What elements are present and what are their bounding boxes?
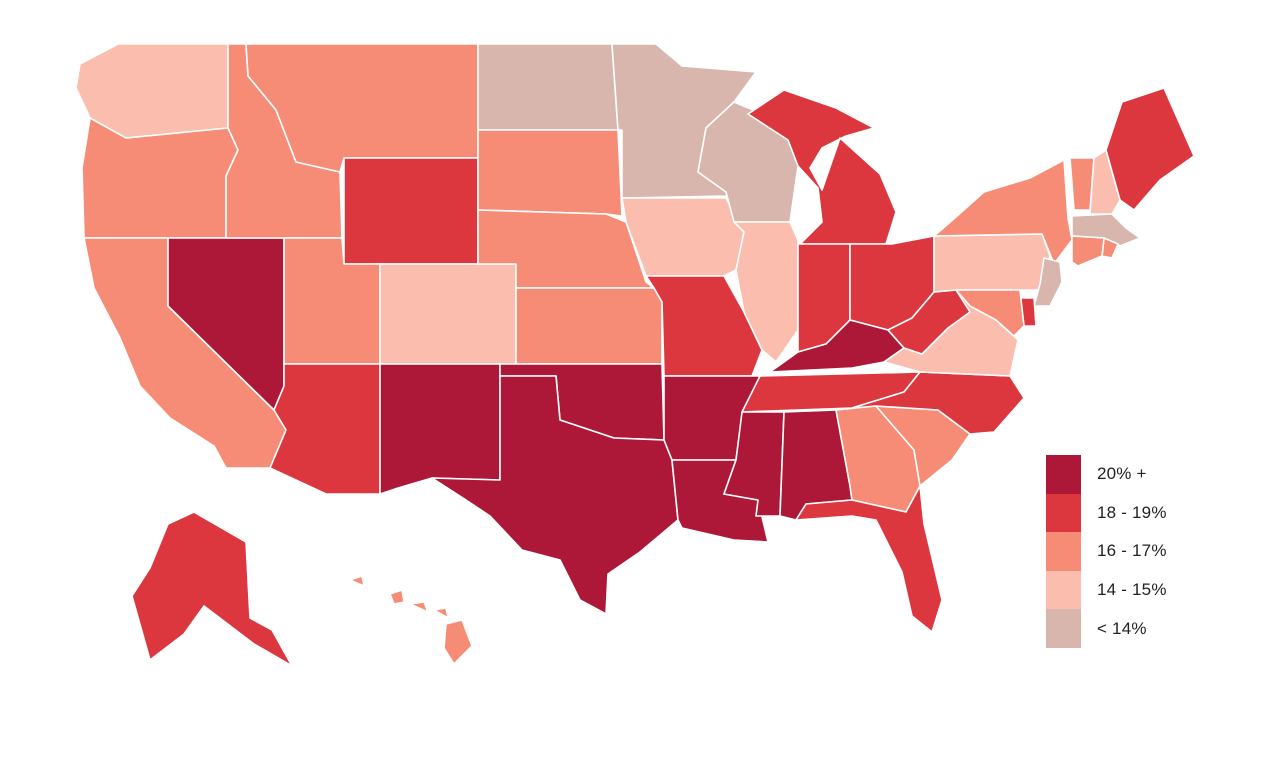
legend-item-18-19: 18 - 19% (1046, 493, 1226, 533)
state-maine[interactable] (1105, 87, 1195, 211)
legend-swatch (1046, 570, 1081, 610)
states-layer (75, 43, 1195, 667)
legend-swatch (1046, 532, 1081, 571)
legend-label: < 14% (1097, 618, 1147, 638)
state-oregon[interactable] (81, 117, 239, 239)
state-north-carolina[interactable] (851, 371, 1025, 435)
state-west-virginia[interactable] (887, 289, 971, 355)
state-wyoming[interactable] (343, 157, 479, 265)
state-kansas[interactable] (515, 287, 663, 365)
legend-item-14-15: 14 - 15% (1046, 570, 1226, 610)
legend-label: 20% + (1097, 464, 1147, 484)
legend-label: 14 - 15% (1097, 580, 1167, 600)
state-michigan[interactable] (747, 89, 897, 245)
legend-swatch (1046, 609, 1081, 648)
state-south-dakota[interactable] (477, 129, 623, 217)
legend: 20% + 18 - 19% 16 - 17% 14 - 15% < 14% (1046, 455, 1226, 648)
state-wisconsin[interactable] (697, 101, 799, 223)
legend-swatch (1046, 493, 1081, 533)
legend-item-20-plus: 20% + (1046, 455, 1226, 494)
state-new-hampshire[interactable] (1089, 149, 1121, 215)
state-alaska[interactable] (131, 511, 293, 667)
legend-item-under-14: < 14% (1046, 609, 1226, 648)
state-colorado[interactable] (379, 263, 517, 365)
legend-label: 18 - 19% (1097, 502, 1167, 522)
state-north-dakota[interactable] (477, 43, 619, 131)
state-new-jersey[interactable] (1033, 257, 1063, 307)
state-florida[interactable] (795, 485, 943, 633)
state-connecticut[interactable] (1071, 235, 1105, 267)
state-arizona[interactable] (269, 363, 381, 495)
legend-label: 16 - 17% (1097, 541, 1167, 561)
state-texas[interactable] (431, 375, 679, 615)
legend-item-16-17: 16 - 17% (1046, 532, 1226, 571)
state-new-mexico[interactable] (379, 363, 501, 495)
state-new-york[interactable] (933, 159, 1073, 265)
state-illinois[interactable] (733, 221, 799, 363)
state-hawaii[interactable] (349, 575, 473, 665)
legend-swatch (1046, 455, 1081, 494)
state-maryland[interactable] (955, 289, 1025, 337)
state-pennsylvania[interactable] (933, 233, 1051, 293)
